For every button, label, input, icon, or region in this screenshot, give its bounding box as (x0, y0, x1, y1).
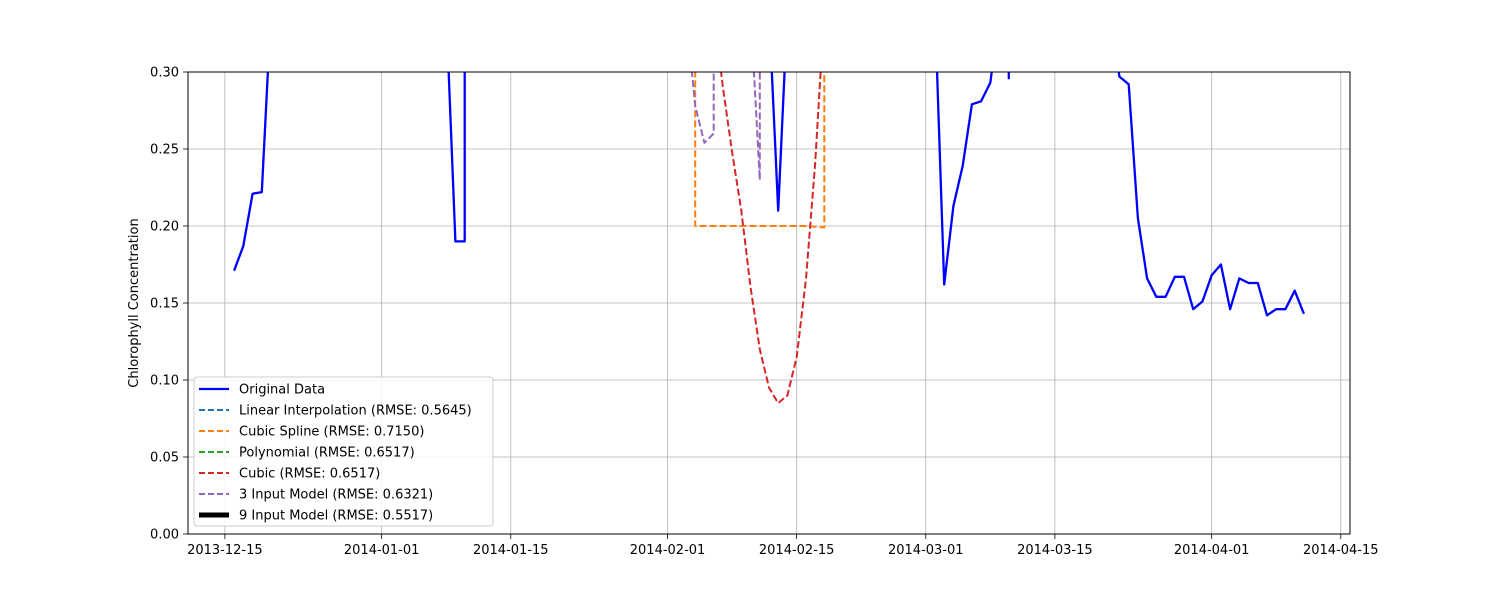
legend-label: Polynomial (RMSE: 0.6517) (239, 446, 415, 461)
y-tick-label: 0.30 (150, 66, 179, 81)
y-tick-label: 0.05 (150, 451, 179, 466)
legend-label: 3 Input Model (RMSE: 0.6321) (239, 488, 433, 503)
legend-label: 9 Input Model (RMSE: 0.5517) (239, 509, 433, 524)
x-tick-label: 2014-01-01 (344, 543, 420, 558)
x-tick-label: 2014-02-15 (759, 543, 835, 558)
series-line-2 (694, 72, 826, 229)
series-line-0 (770, 72, 786, 212)
x-tick-label: 2014-02-01 (630, 543, 706, 558)
x-tick-label: 2014-04-15 (1303, 543, 1379, 558)
y-tick-label: 0.15 (150, 297, 179, 312)
y-tick-label: 0.20 (150, 220, 179, 235)
legend-label: Original Data (239, 383, 325, 398)
series-line-0 (447, 72, 466, 243)
legend: Original Data Linear Interpolation (RMSE:… (193, 376, 494, 527)
y-axis-label: Chlorophyll Concentration (127, 218, 142, 387)
x-tick-label: 2014-01-15 (473, 543, 549, 558)
y-tick-label: 0.25 (150, 143, 179, 158)
series-line-0 (233, 72, 270, 272)
y-tick-label: 0.00 (150, 528, 179, 543)
x-tick-label: 2014-03-15 (1017, 543, 1093, 558)
series-line-0 (935, 72, 993, 286)
legend-label: Cubic (RMSE: 0.6517) (239, 467, 380, 482)
x-tick-label: 2013-12-15 (187, 543, 263, 558)
legend-label: Linear Interpolation (RMSE: 0.5645) (239, 404, 472, 419)
x-tick-label: 2014-04-01 (1174, 543, 1250, 558)
legend-box (193, 376, 494, 527)
series-group (233, 72, 1305, 405)
series-line-0 (1117, 72, 1305, 317)
x-tick-label: 2014-03-01 (888, 543, 964, 558)
y-tick-label: 0.10 (150, 374, 179, 389)
series-line-4 (720, 72, 822, 405)
series-line-5 (690, 72, 715, 144)
legend-label: Cubic Spline (RMSE: 0.7150) (239, 425, 424, 440)
axis-ticks: 2013-12-15 2014-01-01 2014-01-15 2014-02-01… (150, 66, 1379, 559)
